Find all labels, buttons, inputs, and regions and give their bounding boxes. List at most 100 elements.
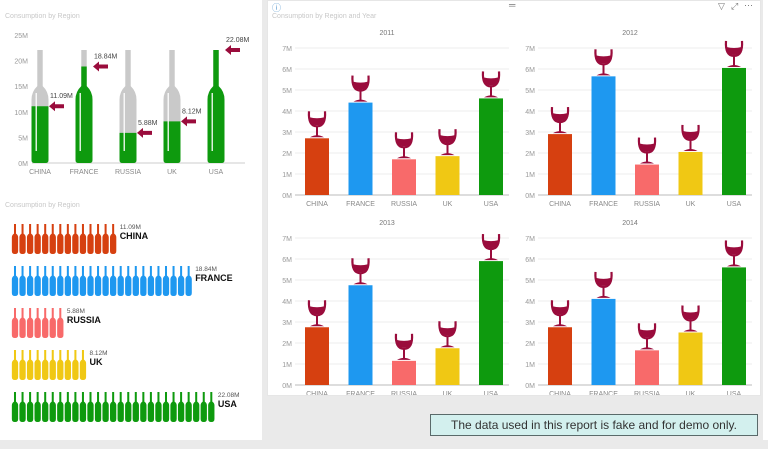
bottle-icon <box>132 392 139 422</box>
wine-fill-icon <box>639 329 655 338</box>
wine-glass-icon <box>724 240 744 257</box>
bottle-icon <box>19 266 26 296</box>
wine-glass-icon <box>351 258 370 275</box>
y-tick-label: 4M <box>525 299 535 306</box>
wine-fill-icon <box>683 311 698 320</box>
glass-stem-icon <box>602 64 605 75</box>
bottle-fill <box>207 49 225 163</box>
glass-stem-icon <box>359 273 362 284</box>
y-tick-label: 1M <box>282 362 292 369</box>
y-tick-label: 0M <box>282 383 292 390</box>
bottle-icon <box>79 266 87 296</box>
bar <box>722 67 746 195</box>
region-label: FRANCE <box>195 273 233 283</box>
bar <box>479 261 503 385</box>
info-icon[interactable]: ⓘ <box>272 3 282 13</box>
bottle-icon <box>185 266 192 296</box>
glass-stem-icon <box>490 86 492 97</box>
drag-handle-icon[interactable]: ═ <box>509 0 516 10</box>
wine-fill-icon <box>596 277 611 286</box>
filter-icon[interactable]: ▽ <box>718 1 725 11</box>
bottle-icon <box>72 350 79 380</box>
y-tick-label: 3M <box>282 130 292 137</box>
bottle-icon <box>110 224 117 254</box>
value-arrow-icon <box>93 61 108 72</box>
glass-stem-icon <box>403 147 405 158</box>
bottle-icon <box>162 266 170 296</box>
wine-glass-icon <box>481 234 501 251</box>
x-tick-label: UK <box>443 201 453 208</box>
x-tick-label: FRANCE <box>70 169 99 176</box>
year-chart: 2014 0M 1M 2M 3M 4M 5M 6M 7M CHINA FRANCE RUSSIA UK U… <box>525 220 752 395</box>
bottle-icon <box>49 350 56 380</box>
wine-glass-icon <box>637 323 657 340</box>
bar <box>635 164 659 195</box>
bottle-icon <box>140 266 147 296</box>
value-label: 22.08M <box>226 37 250 44</box>
bar <box>435 156 460 195</box>
bottle-highlight <box>167 93 169 151</box>
bottle-icon <box>26 350 34 380</box>
bar <box>392 159 416 195</box>
chart-title: 2012 <box>622 30 638 37</box>
glass-stem-icon <box>403 348 405 359</box>
bottle-icon <box>49 392 56 422</box>
chart-title: 2014 <box>622 220 638 227</box>
bottle-icon <box>19 224 26 254</box>
wine-fill-icon <box>396 138 412 147</box>
bottle-icon <box>64 266 71 296</box>
glass-stem-icon <box>490 249 492 260</box>
bar <box>348 285 373 385</box>
bottle-icon <box>19 392 26 422</box>
bottle-icon <box>147 392 155 422</box>
wine-glass-icon <box>307 300 327 317</box>
bottle-icon <box>42 224 49 254</box>
bottle-icon <box>57 392 64 422</box>
y-tick-label: 3M <box>282 320 292 327</box>
wine-fill-icon <box>440 135 455 144</box>
value-label: 5.88M <box>67 308 85 315</box>
y-tick-label: 6M <box>282 67 292 74</box>
bottle-icon <box>170 392 177 422</box>
bottle-icon <box>193 392 200 422</box>
focus-mode-icon[interactable]: ⤢ <box>731 1 739 11</box>
glass-stem-icon <box>559 122 561 133</box>
x-tick-label: CHINA <box>306 391 328 395</box>
y-tick-label: 5M <box>282 278 292 285</box>
wine-fill-icon <box>639 143 655 152</box>
more-options-icon[interactable]: ⋯ <box>744 0 753 10</box>
region-label: CHINA <box>120 231 149 241</box>
bottle-icon <box>11 392 19 422</box>
bottle-icon <box>79 224 87 254</box>
glass-stem-icon <box>559 315 561 326</box>
bottle-icon <box>34 266 41 296</box>
bottle-icon <box>49 308 56 338</box>
bottle-icon <box>42 350 49 380</box>
x-tick-label: USA <box>209 169 224 176</box>
x-tick-label: FRANCE <box>589 391 618 395</box>
x-tick-label: FRANCE <box>346 201 375 208</box>
bottle-icon <box>79 392 87 422</box>
bar <box>591 298 616 385</box>
value-label: 8.12M <box>90 350 108 357</box>
y-tick-label: 0M <box>525 193 535 200</box>
value-label: 8.12M <box>182 108 202 115</box>
bottle-highlight <box>35 93 37 151</box>
wine-fill-icon <box>683 130 698 139</box>
region-label: RUSSIA <box>67 315 102 325</box>
bar <box>392 360 416 385</box>
wine-glass-icon <box>394 132 414 149</box>
x-tick-label: RUSSIA <box>391 391 417 395</box>
bottle-icon <box>87 392 94 422</box>
region-label: UK <box>90 357 103 367</box>
x-tick-label: FRANCE <box>589 201 618 208</box>
bottle-icon <box>49 224 56 254</box>
y-tick-label: 0M <box>18 161 28 168</box>
bottle-icon <box>72 392 79 422</box>
value-label: 11.09M <box>120 224 141 231</box>
x-tick-label: CHINA <box>306 201 328 208</box>
y-tick-label: 3M <box>525 320 535 327</box>
glass-stem-icon <box>602 286 605 297</box>
x-tick-label: CHINA <box>29 169 51 176</box>
glass-foot-icon <box>553 131 567 134</box>
